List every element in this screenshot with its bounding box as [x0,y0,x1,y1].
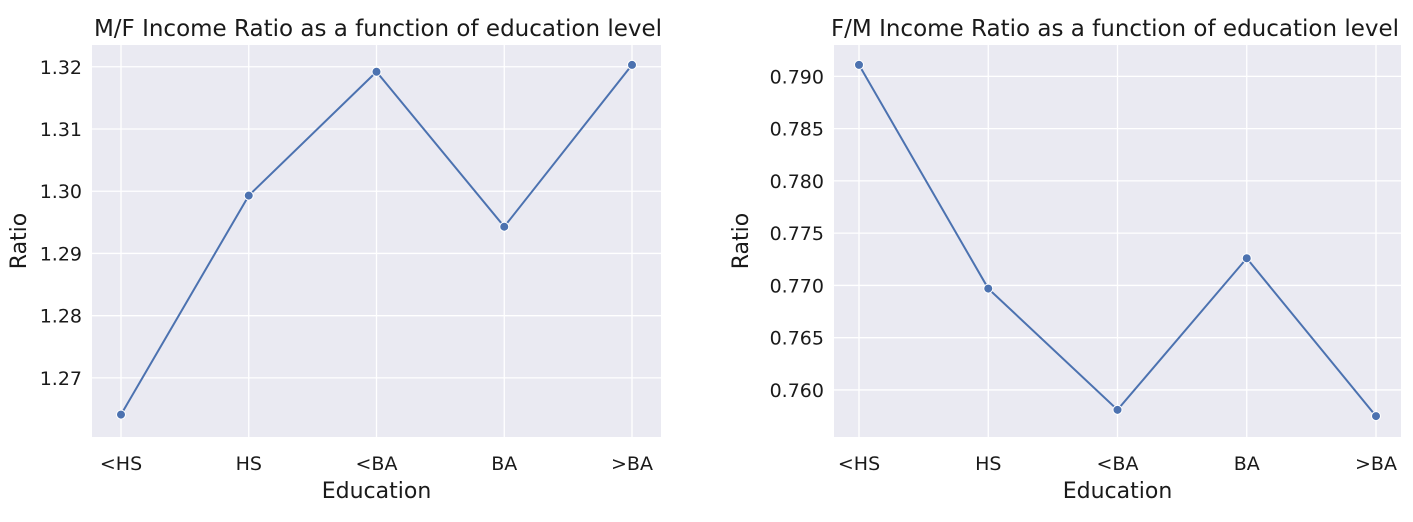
y-tick-label: 0.790 [770,66,824,88]
x-tick-label: BA [491,453,517,475]
y-tick-label: 1.31 [40,119,82,141]
data-point [243,190,254,201]
data-point [854,59,864,70]
y-tick-label: 1.27 [40,368,82,390]
y-axis-label: Ratio [729,213,754,269]
data-point [1241,253,1252,264]
x-tick-label: BA [1234,453,1260,475]
x-tick-label: <BA [356,453,398,475]
x-tick-label: <HS [838,453,880,475]
data-point [1112,404,1123,415]
x-tick-label: <BA [1097,453,1139,475]
chart-title: M/F Income Ratio as a function of educat… [94,16,662,42]
x-axis-label: Education [1063,479,1173,504]
y-tick-label: 0.785 [770,119,824,141]
data-point [627,59,637,70]
chart-fm-ratio: <HS HS <BA BA >BA 0.760 0.765 0.770 0.775 0.780 0.… [729,16,1401,504]
data-point [983,283,994,294]
x-tick-label: HS [236,453,262,475]
y-tick-label: 0.765 [770,328,824,350]
y-axis-label: Ratio [7,213,32,269]
chart-mf-ratio: <HS HS <BA BA >BA 1.27 1.28 1.29 1.30 1.31 1.32 M/… [7,16,662,504]
y-tick-label: 0.770 [770,275,824,297]
data-point [1371,411,1381,422]
x-tick-label: >BA [611,453,653,475]
data-point [499,221,510,232]
x-tick-label: <HS [100,453,142,475]
y-tick-label: 1.32 [40,57,82,79]
chart-title: F/M Income Ratio as a function of educat… [831,16,1399,42]
x-tick-label: >BA [1355,453,1397,475]
y-tick-label: 1.29 [40,243,82,265]
x-tick-label: HS [975,453,1001,475]
data-point [116,409,126,420]
data-point [371,66,382,77]
y-tick-label: 0.760 [770,380,824,402]
y-tick-label: 0.775 [770,223,824,245]
y-tick-label: 1.28 [40,306,82,328]
y-tick-label: 1.30 [40,181,82,203]
y-tick-label: 0.780 [770,171,824,193]
x-axis-label: Education [322,479,432,504]
